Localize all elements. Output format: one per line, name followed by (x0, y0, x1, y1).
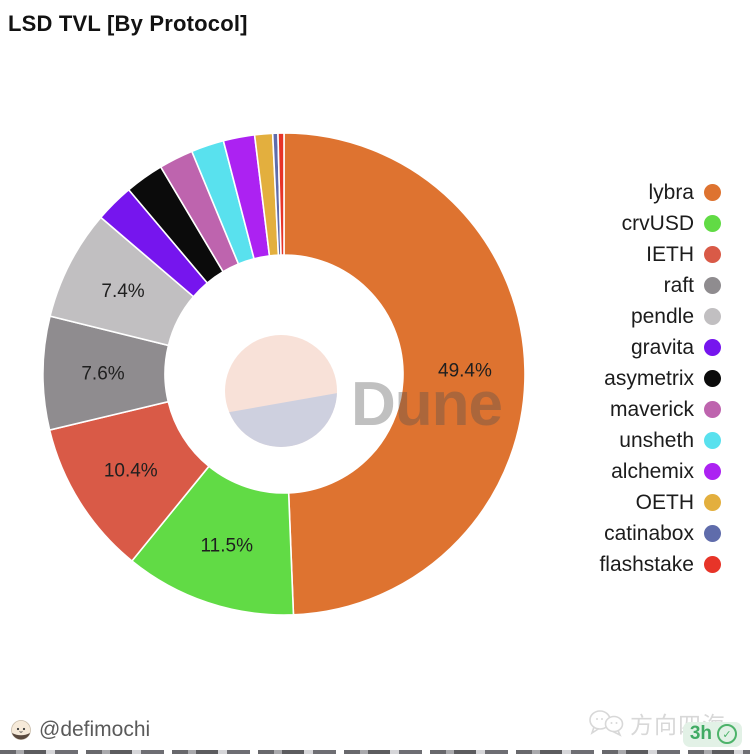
legend-color-dot (704, 339, 721, 356)
legend-label: lybra (648, 180, 694, 204)
legend-item-alchemix[interactable]: alchemix (599, 456, 721, 487)
slice-label-raft: 7.6% (81, 363, 124, 384)
slice-lybra[interactable] (283, 132, 526, 616)
donut-slices (42, 132, 526, 616)
legend-color-dot (704, 525, 721, 542)
slice-label-pendle: 7.4% (101, 281, 144, 302)
legend-label: maverick (609, 397, 694, 421)
legend-color-dot (704, 463, 721, 480)
time-badge: 3h ✓ (682, 722, 742, 747)
legend-item-crvUSD[interactable]: crvUSD (599, 208, 721, 239)
legend-item-raft[interactable]: raft (599, 270, 721, 301)
legend-label: gravita (630, 335, 694, 359)
legend-item-lybra[interactable]: lybra (599, 177, 721, 208)
author-credit: @defimochi (11, 718, 150, 742)
legend-color-dot (704, 308, 721, 325)
legend-color-dot (704, 494, 721, 511)
slice-label-lybra: 49.4% (438, 360, 492, 381)
legend-item-pendle[interactable]: pendle (599, 301, 721, 332)
legend-color-dot (704, 277, 721, 294)
legend-color-dot (704, 246, 721, 263)
slice-flashstake[interactable] (277, 132, 285, 256)
legend-item-asymetrix[interactable]: asymetrix (599, 363, 721, 394)
legend-label: asymetrix (604, 366, 694, 390)
dune-logo (225, 335, 337, 447)
legend-item-gravita[interactable]: gravita (599, 332, 721, 363)
legend-item-catinabox[interactable]: catinabox (599, 518, 721, 549)
legend-item-unsheth[interactable]: unsheth (599, 425, 721, 456)
legend-label: alchemix (611, 459, 694, 483)
time-badge-text: 3h (689, 723, 712, 744)
legend-label: catinabox (604, 521, 694, 545)
legend-label: raft (663, 273, 694, 297)
legend-label: crvUSD (621, 211, 694, 235)
legend-item-OETH[interactable]: OETH (599, 487, 721, 518)
legend-color-dot (704, 215, 721, 232)
legend-label: flashstake (599, 552, 694, 576)
legend-label: OETH (635, 490, 694, 514)
legend-label: IETH (646, 242, 694, 266)
author-handle: @defimochi (39, 718, 151, 741)
legend-item-maverick[interactable]: maverick (599, 394, 721, 425)
legend-color-dot (704, 556, 721, 573)
chat-bubbles-icon (589, 710, 624, 737)
slice-label-crvUSD: 11.5% (201, 536, 254, 557)
legend-label: pendle (630, 304, 694, 328)
legend-item-flashstake[interactable]: flashstake (599, 549, 721, 580)
legend-color-dot (704, 370, 721, 387)
slice-labels: 49.4% 11.5% 10.4% 7.6% 7.4% (81, 281, 492, 556)
dune-logo-bottom-half (225, 392, 337, 447)
legend-color-dot (704, 184, 721, 201)
legend-item-IETH[interactable]: IETH (599, 239, 721, 270)
page-title: LSD TVL [By Protocol] (8, 11, 248, 36)
legend-color-dot (704, 432, 721, 449)
chart-legend: lybra crvUSD IETH raft pendle gravita asymetri… (599, 177, 721, 580)
verified-check-icon: ✓ (717, 724, 737, 744)
slice-label-IETH: 10.4% (104, 460, 158, 481)
bottom-crop-line (0, 750, 750, 754)
legend-label: unsheth (619, 428, 694, 452)
mochi-avatar-icon (11, 720, 31, 740)
legend-color-dot (704, 401, 721, 418)
